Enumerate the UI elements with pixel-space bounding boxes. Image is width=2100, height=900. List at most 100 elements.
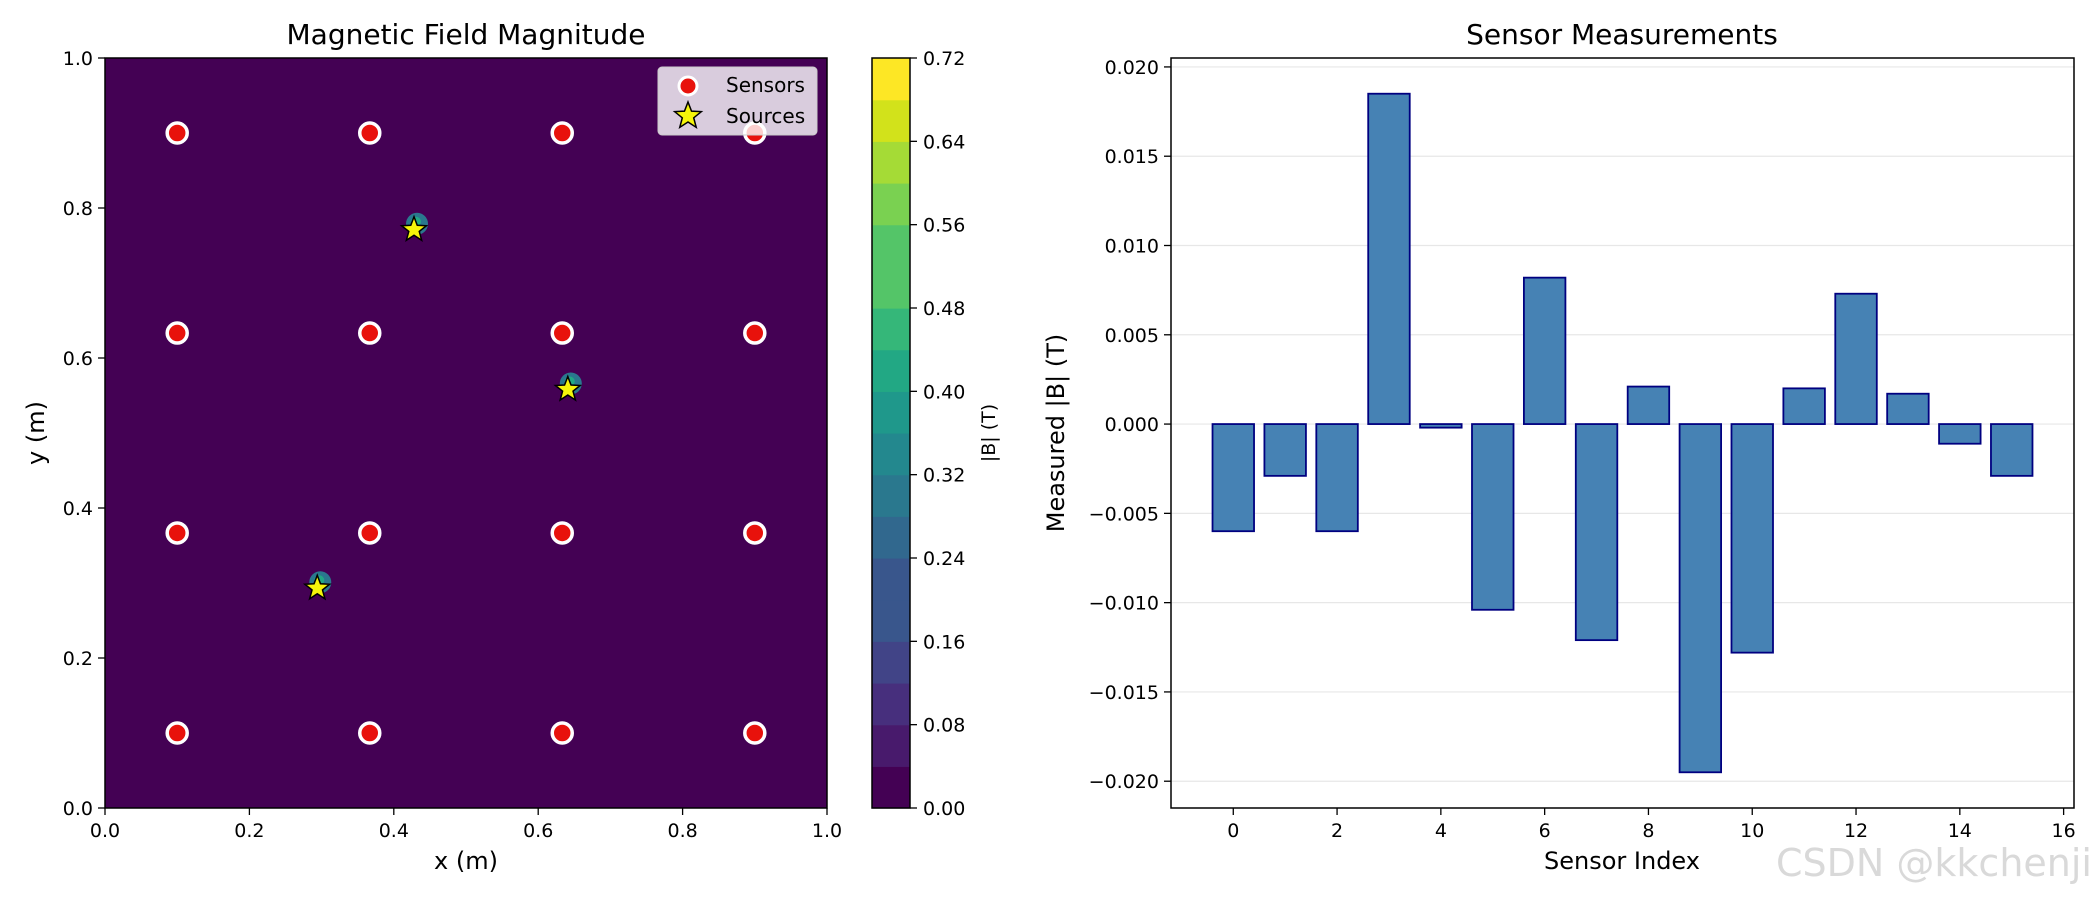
bar-sensor-10 <box>1730 423 1774 654</box>
colorbar-band <box>872 99 910 142</box>
colorbar-tick-label: 0.00 <box>923 798 965 820</box>
bar-y-tick-label: −0.020 <box>1089 771 1159 793</box>
bar-sensor-9 <box>1678 423 1723 774</box>
bar-x-tick-label: 0 <box>1227 820 1239 842</box>
bar-sensor-0 <box>1211 423 1255 533</box>
heatmap-y-ticks: 0.0 0.2 0.4 0.6 0.8 1.0 <box>63 48 105 820</box>
bar-x-tick-label: 16 <box>2052 820 2076 842</box>
heatmap-y-tick-label: 0.6 <box>63 348 93 370</box>
bar-grid-lines <box>1171 66 2074 782</box>
bar-chart-panel: Sensor Measurements 0 2 4 6 8 10 12 14 16 −0.020… <box>1042 18 2076 875</box>
bar-x-label: Sensor Index <box>1544 847 1700 875</box>
bar-sensor-6 <box>1522 276 1567 425</box>
colorbar-band <box>872 724 910 767</box>
colorbar-band <box>872 308 910 351</box>
colorbar-band <box>872 433 910 476</box>
colorbar-band <box>872 683 910 726</box>
bar-sensor-1 <box>1263 423 1307 477</box>
heatmap-y-tick-label: 1.0 <box>63 48 93 70</box>
sensor-marker <box>550 121 574 145</box>
sensor-marker <box>550 521 574 545</box>
colorbar-tick-label: 0.32 <box>923 465 965 487</box>
heatmap-x-tick-label: 1.0 <box>812 820 842 842</box>
colorbar-band <box>872 474 910 517</box>
colorbar-tick-label: 0.08 <box>923 715 965 737</box>
heatmap-y-tick-label: 0.8 <box>63 198 93 220</box>
bar-x-tick-label: 8 <box>1642 820 1654 842</box>
colorbar-band <box>872 558 910 601</box>
colorbar-tick-label: 0.64 <box>923 131 965 153</box>
bar-x-tick-label: 4 <box>1435 820 1447 842</box>
heatmap-y-label: y (m) <box>22 401 50 465</box>
bar-sensor-12 <box>1834 292 1878 425</box>
colorbar-tick-label: 0.56 <box>923 215 965 237</box>
bar-sensor-14 <box>1938 423 1982 445</box>
bar-x-tick-label: 6 <box>1539 820 1551 842</box>
heatmap-frame <box>104 57 828 809</box>
colorbar-band <box>872 141 910 184</box>
bar-y-tick-label: 0.010 <box>1105 236 1159 258</box>
legend-sensor-marker <box>677 75 699 97</box>
sensor-marker <box>743 521 767 545</box>
bar-y-tick-label: −0.015 <box>1089 682 1159 704</box>
sensor-marker <box>743 321 767 345</box>
heatmap-x-tick-label: 0.2 <box>234 820 264 842</box>
sensor-markers <box>165 121 767 745</box>
colorbar: 0.00 0.08 0.16 0.24 0.32 0.40 0.48 0.56 0.64 0.72… <box>871 48 1000 820</box>
colorbar-band <box>872 599 910 642</box>
bar-y-tick-label: 0.000 <box>1105 414 1159 436</box>
colorbar-band <box>872 266 910 309</box>
heatmap-x-tick-label: 0.4 <box>379 820 409 842</box>
sensor-marker <box>358 721 382 745</box>
colorbar-band <box>872 58 910 101</box>
bar-x-tick-label: 2 <box>1331 820 1343 842</box>
colorbar-band <box>872 766 910 809</box>
heatmap-y-tick-label: 0.0 <box>63 798 93 820</box>
colorbar-tick-label: 0.48 <box>923 298 965 320</box>
colorbar-frame <box>871 57 911 809</box>
sensor-marker <box>358 521 382 545</box>
bar-sensor-3 <box>1367 92 1411 425</box>
bar-sensor-4 <box>1419 423 1463 429</box>
bar-y-tick-label: −0.010 <box>1089 593 1159 615</box>
bar-y-ticks: −0.020 −0.015 −0.010 −0.005 0.000 0.005 0.010 0… <box>1089 57 1171 793</box>
bar-sensor-11 <box>1782 387 1826 425</box>
bar-y-label: Measured |B| (T) <box>1042 334 1070 533</box>
heatmap-x-tick-label: 0.8 <box>667 820 697 842</box>
colorbar-tick-label: 0.72 <box>923 48 965 70</box>
heatmap-title: Magnetic Field Magnitude <box>287 18 646 51</box>
colorbar-label: |B| (T) <box>978 404 1000 462</box>
bar-sensor-2 <box>1315 423 1359 533</box>
sensor-marker <box>358 321 382 345</box>
bar-sensor-8 <box>1626 385 1671 425</box>
colorbar-band <box>872 183 910 226</box>
heatmap-x-tick-label: 0.0 <box>90 820 120 842</box>
bar-chart-frame <box>1170 57 2075 809</box>
bar-x-tick-label: 12 <box>1844 820 1868 842</box>
legend-sources-label: Sources <box>726 104 805 128</box>
colorbar-band <box>872 641 910 684</box>
colorbar-band <box>872 391 910 434</box>
bar-chart-title: Sensor Measurements <box>1466 18 1778 51</box>
colorbar-tick-label: 0.16 <box>923 631 965 653</box>
heatmap-x-label: x (m) <box>434 847 498 875</box>
heatmap-field <box>105 58 827 808</box>
bar-y-tick-label: −0.005 <box>1089 503 1159 525</box>
bar-x-tick-label: 14 <box>1948 820 1972 842</box>
colorbar-bands <box>872 58 910 809</box>
colorbar-band <box>872 224 910 267</box>
heatmap-x-tick-label: 0.6 <box>523 820 553 842</box>
legend: Sensors Sources <box>657 66 818 136</box>
heatmap-x-ticks: 0.0 0.2 0.4 0.6 0.8 1.0 <box>90 808 842 842</box>
heatmap-y-tick-label: 0.2 <box>63 648 93 670</box>
colorbar-ticks: 0.00 0.08 0.16 0.24 0.32 0.40 0.48 0.56 0.64 0.72 <box>910 48 965 820</box>
heatmap-y-tick-label: 0.4 <box>63 498 93 520</box>
sensor-marker <box>550 721 574 745</box>
heatmap-panel: Magnetic Field Magnitude 0.0 0.2 0.4 0.6 0.8… <box>22 18 842 875</box>
legend-sensors-label: Sensors <box>726 73 805 97</box>
sensor-marker <box>550 321 574 345</box>
bar-sensor-7 <box>1574 423 1619 642</box>
colorbar-tick-label: 0.40 <box>923 381 965 403</box>
sensor-marker <box>165 321 189 345</box>
source-markers <box>302 214 583 601</box>
